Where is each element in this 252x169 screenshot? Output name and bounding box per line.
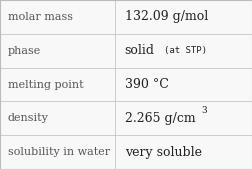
Text: very soluble: very soluble (125, 146, 202, 159)
Text: (at STP): (at STP) (164, 46, 207, 55)
Text: solubility in water: solubility in water (8, 147, 110, 157)
Text: density: density (8, 113, 48, 123)
Text: molar mass: molar mass (8, 12, 73, 22)
Text: solid: solid (125, 44, 155, 57)
Text: phase: phase (8, 46, 41, 56)
Text: 390 °C: 390 °C (125, 78, 169, 91)
Text: 2.265 g/cm: 2.265 g/cm (125, 112, 195, 125)
Text: 132.09 g/mol: 132.09 g/mol (125, 10, 208, 23)
Text: melting point: melting point (8, 79, 83, 90)
Text: 3: 3 (202, 106, 207, 115)
